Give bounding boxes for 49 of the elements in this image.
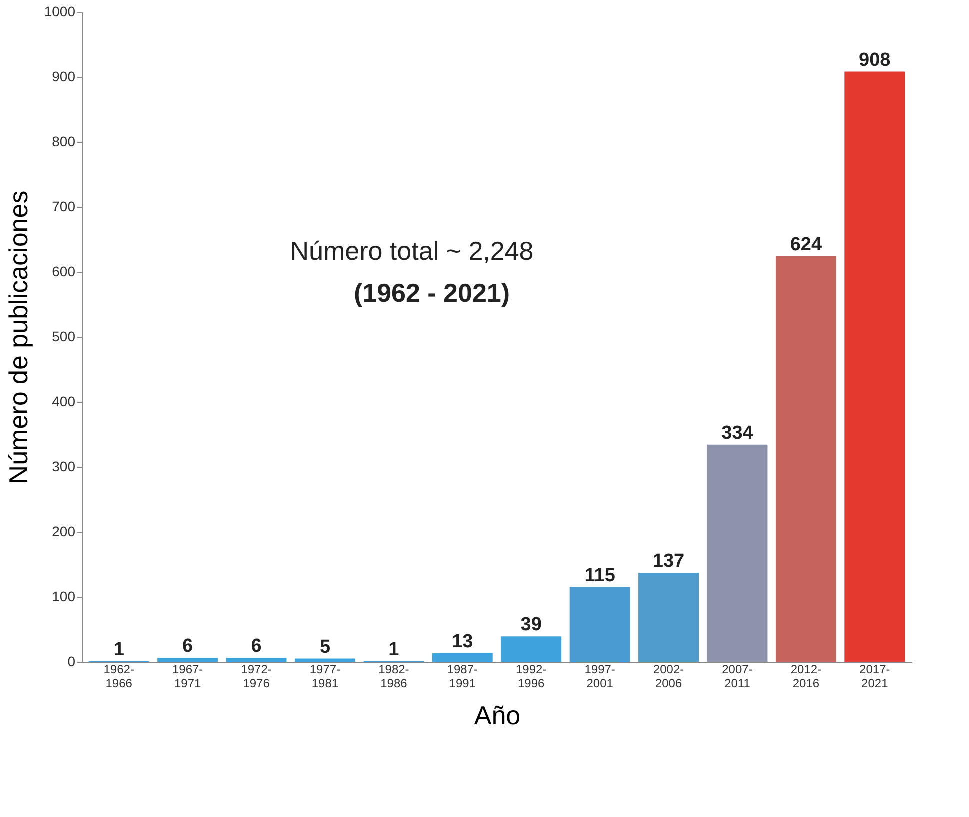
y-tick-label: 700 [52,198,76,214]
data-label: 908 [859,50,891,71]
data-label: 624 [790,234,822,256]
x-tick-label: 1977- 1981 [310,662,341,690]
x-tick-label: 1992- 1996 [516,662,547,690]
bar [844,72,906,662]
bar [638,572,700,662]
x-axis-title: Año [474,700,521,730]
bar [294,658,356,662]
y-tick-label: 300 [52,458,76,474]
data-label: 137 [652,550,685,572]
y-tick-label: 800 [52,134,76,150]
y-tick-label: 0 [68,654,76,670]
bar [570,587,630,662]
bar [501,636,562,662]
data-label: 334 [722,422,754,444]
x-tick-label: 1962- 1966 [104,662,134,690]
y-tick-label: 1000 [44,4,76,20]
y-tick-label: 500 [52,328,76,344]
y-tick-label: 900 [52,68,76,84]
x-tick-label: 1967- 1971 [172,662,204,690]
x-tick-label: 2002- 2006 [653,662,684,690]
x-tick-label: 2012- 2016 [790,662,822,690]
data-label: 5 [320,636,331,658]
x-tick-label: 1982- 1986 [378,662,410,690]
x-tick-label: 2007- 2011 [722,662,753,690]
y-tick-label: 200 [52,524,76,540]
y-tick-label: 400 [52,394,76,410]
data-label: 39 [520,614,542,636]
data-label: 115 [584,565,616,586]
data-label: 1 [114,639,125,660]
data-label: 13 [452,632,474,653]
bar [432,654,493,662]
data-label: 1 [388,639,400,660]
y-tick-label: 100 [52,588,76,604]
data-label: 6 [251,636,262,658]
annotation: (1962 - 2021) [354,278,510,308]
bar [158,658,218,662]
bar [226,658,287,662]
bar [776,256,836,662]
x-tick-label: 1972- 1976 [241,662,272,690]
bar [707,444,768,662]
x-tick-label: 2017- 2021 [860,662,890,690]
y-axis-title: Número de publicaciones [3,190,34,484]
annotation: Número total ~ 2,248 [290,236,534,266]
data-label: 6 [182,636,194,658]
x-tick-label: 1997- 2001 [584,662,616,690]
x-tick-label: 1987- 1991 [447,662,478,690]
y-tick-label: 600 [52,264,76,280]
